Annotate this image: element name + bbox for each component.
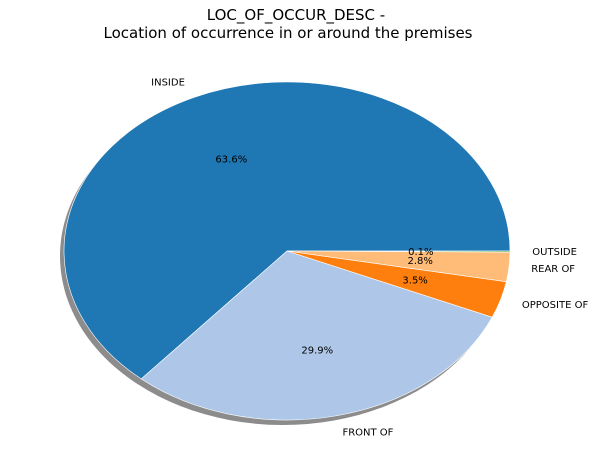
pie-labels: INSIDE 63.6% FRONT OF 29.9% OPPOSITE OF 3.5% R… <box>151 77 588 438</box>
slice-label-inside: INSIDE <box>151 77 185 88</box>
pie-slice-front-of <box>140 250 493 421</box>
slice-pct-outside: 0.1% <box>408 247 433 258</box>
slice-pct-rear-of: 2.8% <box>408 256 433 267</box>
chart-subtitle: Location of occurrence in or around the … <box>103 24 472 42</box>
slice-label-outside: OUTSIDE <box>532 247 577 258</box>
slice-label-opposite-of: OPPOSITE OF <box>522 300 589 311</box>
slice-label-front-of: FRONT OF <box>342 428 393 439</box>
slice-pct-inside: 63.6% <box>215 154 247 165</box>
pie-slices <box>63 81 511 421</box>
pie-slice-inside <box>63 81 511 380</box>
slice-label-rear-of: REAR OF <box>531 264 575 275</box>
slice-pct-opposite-of: 3.5% <box>402 276 427 287</box>
pie-slice-outside <box>286 250 511 253</box>
chart-title: LOC_OF_OCCUR_DESC - <box>207 6 385 25</box>
slice-pct-front-of: 29.9% <box>301 345 333 356</box>
